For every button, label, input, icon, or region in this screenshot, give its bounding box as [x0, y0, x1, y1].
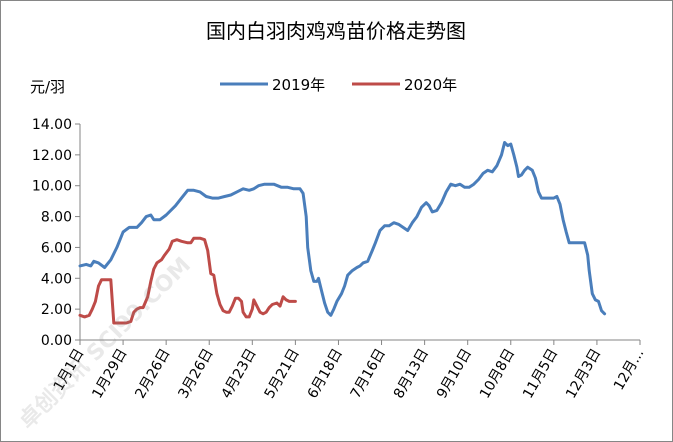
y-tick-label: 4.00	[41, 271, 72, 287]
y-tick-label: 6.00	[41, 240, 72, 256]
x-tick-label: 4月23日	[219, 346, 260, 401]
series-layer	[78, 141, 607, 325]
y-tick-label: 0.00	[41, 333, 72, 349]
y-tick-label: 12.00	[32, 148, 72, 164]
legend-label-2020: 2020年	[404, 76, 457, 94]
x-tick-label: 2月26日	[132, 346, 173, 401]
y-tick-label: 14.00	[32, 117, 72, 133]
x-tick-label: 12月...	[611, 346, 647, 393]
y-tick-label: 8.00	[41, 210, 72, 226]
series-line-2019	[78, 141, 607, 317]
x-tick-label: 10月8日	[477, 346, 518, 401]
x-tick-label: 11月5日	[520, 346, 561, 401]
x-tick-label: 3月26日	[175, 346, 216, 401]
x-tick-label: 12月3日	[563, 346, 604, 401]
x-tick-label: 5月21日	[262, 346, 303, 401]
chart-title: 国内白羽肉鸡鸡苗价格走势图	[206, 19, 466, 43]
x-tick-label: 7月16日	[348, 346, 389, 401]
legend: 2019年 2020年	[220, 76, 457, 94]
x-tick-label: 8月13日	[391, 346, 432, 401]
series-line-2020	[78, 236, 297, 325]
x-tick-label: 6月18日	[305, 346, 346, 401]
y-unit-label: 元/羽	[30, 78, 65, 96]
y-tick-label: 10.00	[32, 179, 72, 195]
x-tick-label: 9月10日	[434, 346, 475, 401]
legend-label-2019: 2019年	[272, 76, 325, 94]
y-tick-label: 2.00	[41, 302, 72, 318]
